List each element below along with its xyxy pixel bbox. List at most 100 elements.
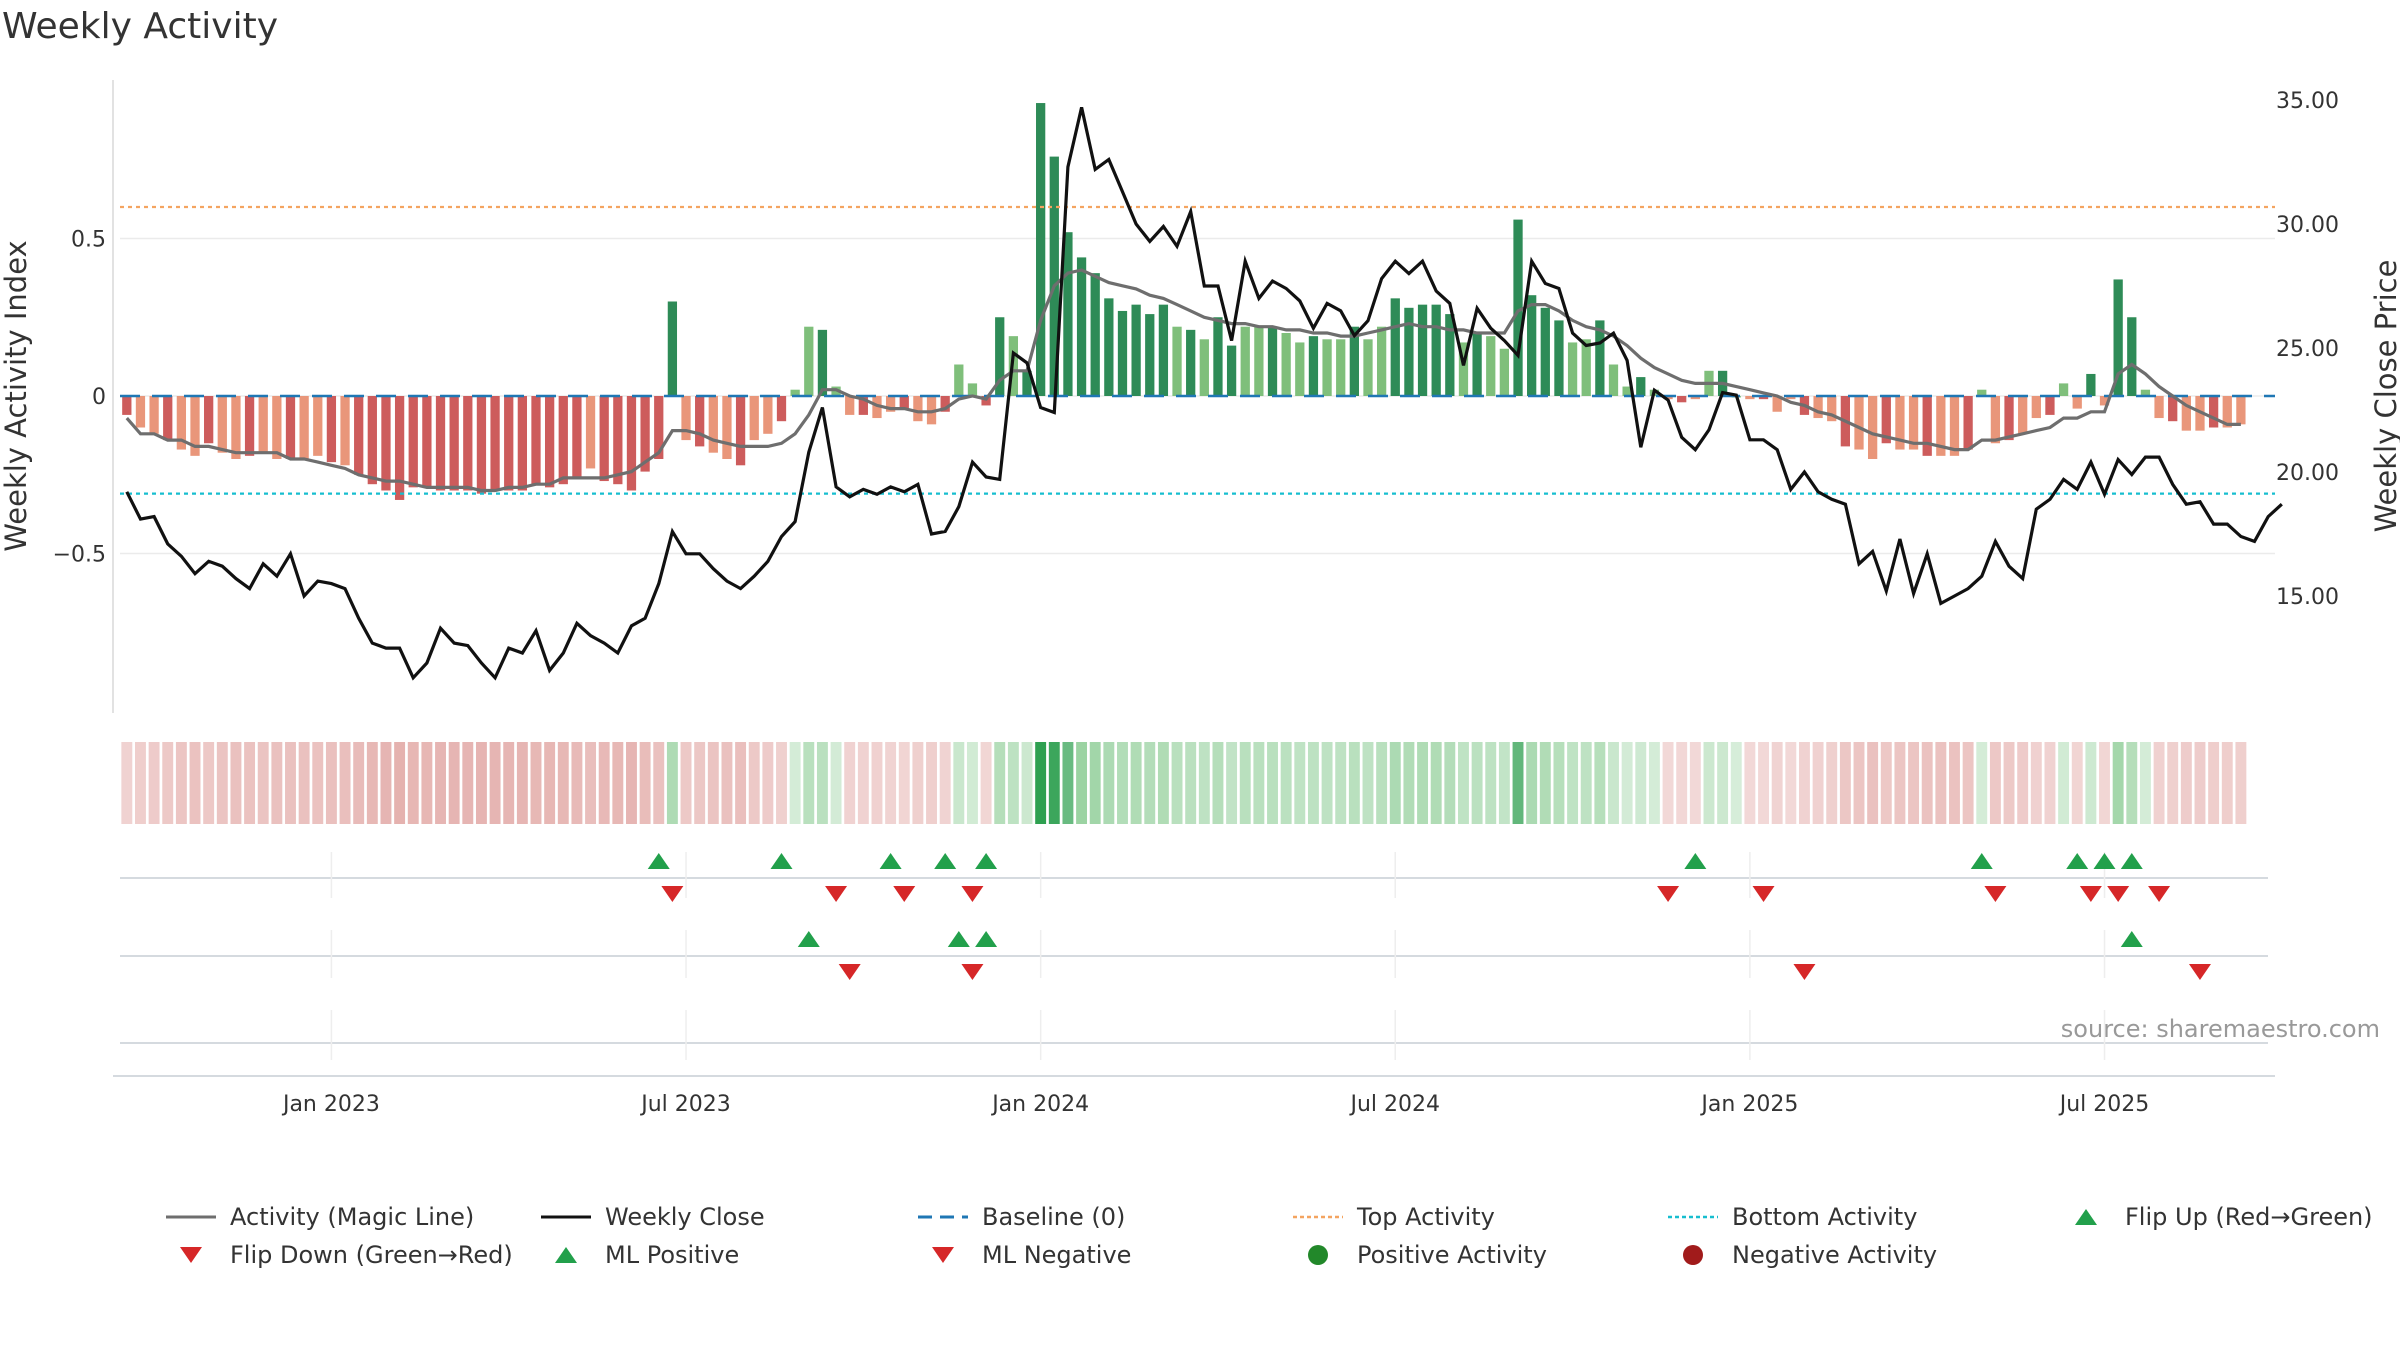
- flip-down-marker: [1657, 886, 1680, 902]
- heat-strip-cell: [1826, 742, 1838, 824]
- heat-strip-cell: [257, 742, 269, 824]
- legend-label: Flip Up (Red→Green): [2125, 1203, 2373, 1231]
- flip-down-marker: [2107, 886, 2130, 902]
- heat-strip-cell: [1089, 742, 1101, 824]
- activity-bar: [1949, 396, 1960, 456]
- heat-strip-cell: [776, 742, 787, 824]
- activity-bar: [1922, 396, 1932, 456]
- legend-item: Positive Activity: [1287, 1240, 1547, 1270]
- activity-bar: [1186, 329, 1196, 396]
- legend-label: Weekly Close: [605, 1203, 765, 1231]
- activity-bar: [585, 396, 596, 469]
- legend-label: ML Negative: [982, 1241, 1132, 1269]
- activity-bar: [572, 396, 582, 478]
- heat-strip-cell: [435, 742, 446, 824]
- activity-bar: [1076, 257, 1087, 396]
- legend-label: Activity (Magic Line): [230, 1203, 475, 1231]
- heat-strip-cell: [1226, 742, 1238, 824]
- activity-bar: [1540, 307, 1550, 396]
- heat-strip-cell: [653, 742, 665, 824]
- heat-strip-cell: [1212, 742, 1224, 824]
- activity-bar: [2236, 396, 2246, 425]
- heat-strip-cell: [2058, 742, 2070, 824]
- circle-green-icon: [1308, 1245, 1328, 1265]
- heat-strip-cell: [926, 742, 937, 824]
- heat-strip-cell: [1676, 742, 1688, 824]
- heat-strip-cell: [2112, 742, 2124, 824]
- y2-tick-label: 25.00: [2276, 337, 2339, 362]
- activity-bar: [558, 396, 568, 485]
- triangle-up-green-icon: [555, 1247, 577, 1263]
- x-tick-label: Jan 2023: [281, 1092, 380, 1117]
- ml-negative-marker: [2188, 964, 2211, 980]
- activity-bar: [1813, 396, 1823, 419]
- heat-strip-cell: [1348, 742, 1360, 824]
- heat-strip-cell: [2085, 742, 2097, 824]
- heat-strip-cell: [1117, 742, 1128, 824]
- legend-item: Weekly Close: [535, 1202, 765, 1232]
- heat-strip-cell: [707, 742, 719, 824]
- activity-bar: [2099, 396, 2110, 406]
- heat-strip-cell: [121, 742, 133, 824]
- weekly-close-line: [125, 107, 2283, 681]
- y-tick-label: −0.5: [53, 543, 106, 568]
- heat-strip-cell: [380, 742, 392, 824]
- activity-bar: [449, 396, 459, 491]
- heat-strip-cell: [285, 742, 296, 824]
- activity-bar: [285, 396, 296, 459]
- activity-bar: [1758, 396, 1769, 400]
- activity-bar: [517, 396, 527, 491]
- heat-strip-cell: [2153, 742, 2165, 824]
- activity-bar: [817, 329, 828, 396]
- heat-strip-cell: [1103, 742, 1115, 824]
- ml-negative-marker: [961, 964, 984, 980]
- source-credit: source: sharemaestro.com: [2061, 1015, 2380, 1043]
- heat-strip-cell: [1335, 742, 1347, 824]
- activity-bar: [1308, 336, 1319, 396]
- heat-strip-cell: [1471, 742, 1483, 824]
- heat-strip-cell: [2139, 742, 2151, 824]
- flip-down-marker: [961, 886, 984, 902]
- activity-bar: [1376, 326, 1387, 396]
- ml-positive-marker: [975, 931, 998, 947]
- activity-bar: [1881, 396, 1891, 444]
- ml-negative-marker: [838, 964, 861, 980]
- triangle-down-red-icon: [180, 1247, 202, 1263]
- activity-bar: [1472, 333, 1482, 396]
- activity-bar: [272, 396, 282, 459]
- activity-bar: [1554, 320, 1564, 396]
- heat-strip-cell: [694, 742, 706, 824]
- legend-item: ML Positive: [535, 1240, 739, 1270]
- heat-strip-cell: [2167, 742, 2179, 824]
- heat-strip-cell: [1444, 742, 1456, 824]
- activity-bar: [244, 396, 255, 456]
- heat-strip-cell: [1771, 742, 1783, 824]
- ml-positive-marker: [2120, 931, 2143, 947]
- legend-label: Flip Down (Green→Red): [230, 1241, 513, 1269]
- activity-bar: [1349, 326, 1359, 396]
- heat-strip-cell: [2126, 742, 2138, 824]
- line-black-icon: [541, 1215, 591, 1219]
- activity-bar: [1431, 304, 1441, 396]
- heat-strip-cell: [1921, 742, 1933, 824]
- flip-down-marker: [661, 886, 684, 902]
- heat-strip-cell: [1062, 742, 1074, 824]
- activity-bar: [1267, 326, 1278, 396]
- activity-bar: [2127, 317, 2137, 396]
- activity-bar: [1458, 342, 1469, 396]
- line-gray-icon: [166, 1215, 216, 1219]
- activity-bar: [667, 301, 678, 396]
- activity-bar: [1240, 326, 1250, 396]
- heat-strip-cell: [953, 742, 965, 824]
- legend-item: Flip Down (Green→Red): [160, 1240, 513, 1270]
- heat-strip-cell: [762, 742, 774, 824]
- heat-strip-cell: [1635, 742, 1647, 824]
- activity-bar: [135, 396, 146, 428]
- heat-strip-cell: [2003, 742, 2015, 824]
- heat-strip-cell: [312, 742, 324, 824]
- activity-bar: [885, 396, 896, 412]
- heat-strip-cell: [1021, 742, 1033, 824]
- heat-strip-cell: [1307, 742, 1319, 824]
- triangle-down-red-icon: [932, 1247, 954, 1263]
- heat-strip-cell: [1608, 742, 1619, 824]
